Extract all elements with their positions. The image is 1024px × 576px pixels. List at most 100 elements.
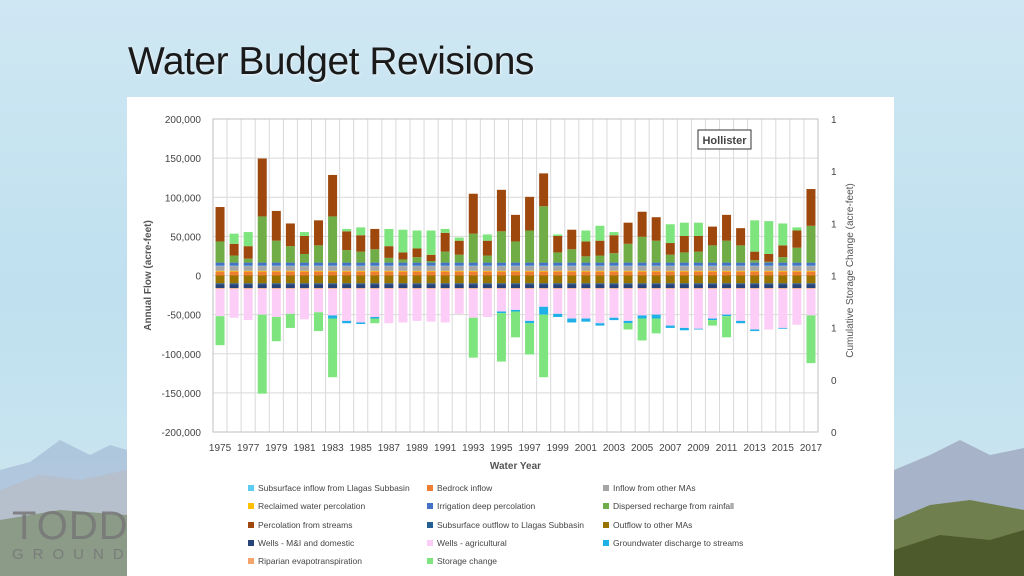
bar-segment bbox=[750, 275, 760, 284]
bar-segment bbox=[764, 288, 774, 330]
bar-segment bbox=[792, 288, 802, 289]
bar-segment bbox=[637, 318, 647, 341]
bar-segment bbox=[665, 270, 675, 272]
bar-segment bbox=[595, 262, 605, 266]
y-right-tick-label: 0 bbox=[831, 376, 837, 387]
bar-segment bbox=[215, 262, 225, 266]
bar-segment bbox=[398, 283, 408, 285]
legend-label: Groundwater discharge to streams bbox=[613, 537, 744, 548]
bar-segment bbox=[567, 229, 577, 250]
x-tick-label: 1975 bbox=[209, 443, 232, 454]
bar-segment bbox=[271, 271, 281, 276]
y-right-tick-label: 1 bbox=[831, 167, 837, 178]
bar-segment bbox=[778, 257, 788, 263]
legend-item: Riparian evapotranspiration bbox=[248, 556, 362, 566]
bar-segment bbox=[778, 266, 788, 271]
bar-segment bbox=[764, 262, 774, 266]
bar-segment bbox=[595, 288, 605, 289]
bar-segment bbox=[229, 288, 239, 318]
y-tick-label: 150,000 bbox=[165, 154, 202, 165]
bar-segment bbox=[440, 288, 450, 289]
bar-segment bbox=[764, 266, 774, 271]
bar-segment bbox=[243, 288, 253, 289]
bar-segment bbox=[299, 262, 309, 266]
bar-segment bbox=[257, 158, 267, 217]
bar-segment bbox=[398, 262, 408, 266]
bar-segment bbox=[525, 262, 535, 266]
bar-segment bbox=[328, 216, 338, 263]
bar-segment bbox=[384, 288, 394, 289]
bar-segment bbox=[581, 266, 591, 271]
bar-segment bbox=[665, 288, 675, 289]
bar-segment bbox=[496, 275, 506, 284]
bar-segment bbox=[314, 288, 324, 313]
bar-segment bbox=[496, 284, 506, 289]
legend-item: Percolation from streams bbox=[248, 520, 352, 530]
bar-segment bbox=[693, 222, 703, 236]
bar-segment bbox=[778, 327, 788, 329]
bar-segment bbox=[243, 232, 253, 247]
bar-segment bbox=[342, 320, 352, 324]
bar-segment bbox=[440, 251, 450, 263]
bar-segment bbox=[778, 270, 788, 272]
bar-segment bbox=[370, 228, 380, 250]
bar-segment bbox=[299, 270, 309, 272]
bar-segment bbox=[229, 270, 239, 272]
bar-segment bbox=[511, 266, 520, 271]
bar-segment bbox=[581, 271, 591, 276]
bar-segment bbox=[651, 270, 661, 272]
bar-segment bbox=[722, 316, 732, 338]
bar-segment bbox=[665, 275, 675, 284]
bar-segment bbox=[412, 266, 422, 271]
bar-segment bbox=[243, 271, 253, 276]
bar-segment bbox=[637, 283, 647, 285]
bar-segment bbox=[370, 262, 380, 266]
bar-segment bbox=[778, 283, 788, 285]
bar-segment bbox=[384, 270, 394, 272]
bar-segment bbox=[299, 284, 309, 289]
bar-segment bbox=[651, 283, 661, 285]
bar-segment bbox=[693, 235, 703, 252]
legend-swatch bbox=[427, 503, 433, 510]
bar-segment bbox=[764, 288, 774, 289]
bar-segment bbox=[426, 288, 436, 322]
bar-segment bbox=[750, 329, 760, 332]
bar-segment bbox=[328, 271, 338, 276]
bar-segment bbox=[637, 262, 647, 266]
bar-segment bbox=[285, 266, 295, 271]
legend-item: Groundwater discharge to streams bbox=[603, 538, 743, 548]
annotation-box bbox=[697, 129, 752, 150]
bar-segment bbox=[567, 271, 577, 276]
bar-segment bbox=[722, 288, 732, 289]
bar-segment bbox=[384, 246, 394, 258]
bar-segment bbox=[637, 236, 647, 263]
bar-segment bbox=[243, 258, 253, 263]
bar-segment bbox=[567, 266, 577, 271]
bar-segment bbox=[806, 275, 816, 284]
bar-segment bbox=[539, 271, 549, 276]
bar-segment bbox=[215, 241, 225, 263]
bar-segment bbox=[412, 275, 422, 284]
bar-segment bbox=[454, 262, 464, 266]
bar-segment bbox=[539, 283, 549, 285]
bar-segment bbox=[792, 288, 802, 325]
bar-segment bbox=[595, 266, 605, 271]
bar-segment bbox=[525, 288, 535, 289]
bar-segment bbox=[370, 316, 380, 319]
bar-segment bbox=[412, 257, 422, 263]
bar-segment bbox=[609, 270, 619, 272]
legend-label: Dispersed recharge from rainfall bbox=[613, 501, 734, 512]
bar-segment bbox=[637, 288, 647, 316]
bar-segment bbox=[567, 284, 577, 289]
bar-segment bbox=[623, 323, 633, 330]
bar-segment bbox=[384, 257, 394, 263]
bar-segment bbox=[764, 253, 774, 262]
legend-item: Bedrock inflow bbox=[427, 483, 492, 493]
bar-segment bbox=[243, 288, 253, 321]
y-right-tick-label: 1 bbox=[831, 272, 837, 283]
bar-segment bbox=[750, 288, 760, 289]
bar-segment bbox=[496, 262, 506, 266]
bar-segment bbox=[581, 230, 591, 242]
bar-segment bbox=[328, 174, 338, 217]
bar-segment bbox=[440, 271, 450, 276]
